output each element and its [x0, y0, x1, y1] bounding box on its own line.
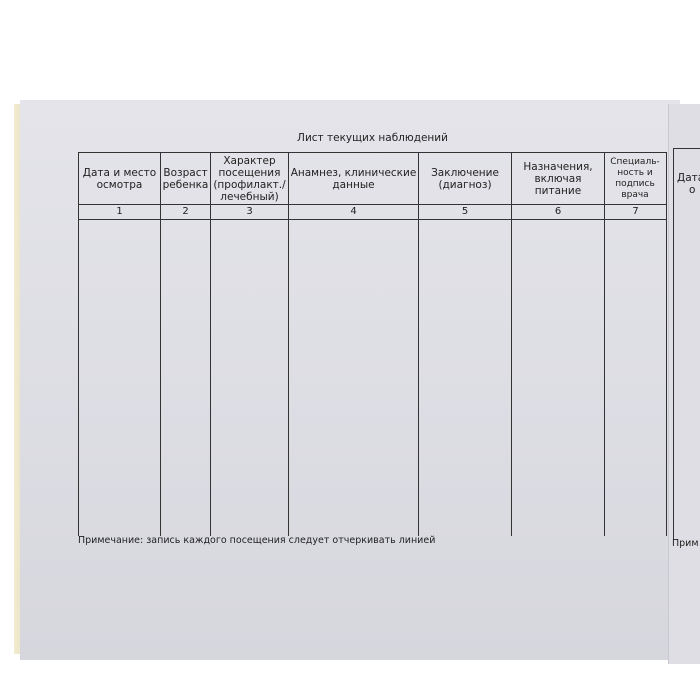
next-page-header-line1: Дата [677, 172, 700, 184]
next-page-note: Прим [672, 538, 699, 549]
col-header-doctor: Специаль- ность и подпись врача [610, 157, 660, 200]
col-number: 3 [246, 206, 253, 217]
next-page-table [673, 148, 700, 539]
observation-table: Дата и место осмотра Возраст ребенка Хар… [78, 152, 667, 536]
col-number: 4 [350, 206, 357, 217]
col-line [666, 152, 667, 536]
footnote: Примечание: запись каждого посещения сле… [78, 535, 436, 546]
form-page [20, 100, 680, 660]
header-divider [78, 204, 667, 205]
col-number: 2 [182, 206, 189, 217]
col-header-anamnesis: Анамнез, клинические данные [290, 167, 417, 191]
col-header-visit-type: Характер посещения (профилакт./ лечебный… [213, 155, 286, 203]
col-header-date: Дата и место осмотра [82, 167, 157, 191]
col-number: 5 [461, 206, 469, 217]
col-number: 1 [116, 206, 123, 217]
number-row-divider [78, 219, 667, 220]
col-number: 6 [554, 206, 562, 217]
col-line [511, 152, 512, 536]
col-line [78, 152, 79, 536]
col-number: 7 [632, 206, 639, 217]
col-line [160, 152, 161, 536]
col-line [604, 152, 605, 536]
next-page-header-line2: о [689, 184, 696, 196]
col-line [288, 152, 289, 536]
col-header-prescriptions: Назначения, включая питание [523, 161, 593, 197]
form-title: Лист текущих наблюдений [297, 132, 448, 144]
col-header-age: Возраст ребенка [162, 167, 209, 191]
page-edge [14, 104, 23, 654]
table-border-top [78, 152, 667, 153]
col-header-diagnosis: Заключение (диагноз) [431, 167, 499, 191]
col-line [210, 152, 211, 536]
col-line [418, 152, 419, 536]
next-page-header: Датао [677, 172, 700, 196]
